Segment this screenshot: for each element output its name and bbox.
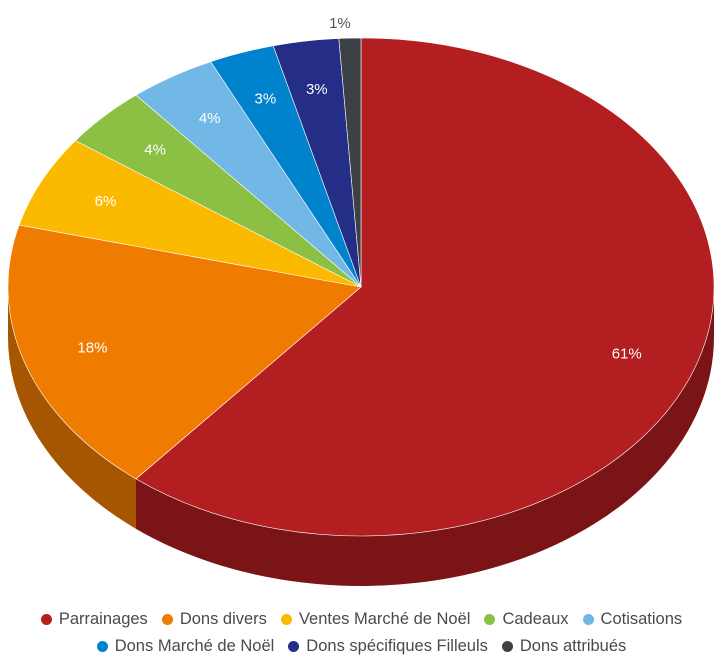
pie-slice-dons-divers — [7, 224, 362, 480]
legend-swatch — [582, 614, 594, 625]
legend-label: Ventes Marché de Noël — [298, 610, 471, 628]
legend-item-cotisations[interactable]: Cotisations — [582, 610, 683, 629]
legend-swatch — [501, 641, 513, 652]
legend-item-dons-marche-de-noel[interactable]: Dons Marché de Noël — [96, 637, 275, 656]
data-label-ventes-marche-de-noel: 6% — [95, 193, 117, 210]
data-label-dons-specifiques-filleuls: 3% — [306, 81, 328, 98]
pie-side-parrainages — [135, 287, 715, 586]
data-label-cotisations: 4% — [199, 110, 221, 127]
legend-label: Dons divers — [179, 610, 267, 628]
legend-label: Dons Marché de Noël — [114, 637, 275, 655]
legend-swatch — [96, 641, 108, 652]
legend-row-2: Dons Marché de Noël Dons spécifiques Fill… — [0, 637, 723, 656]
legend-item-ventes-marche-de-noel[interactable]: Ventes Marché de Noël — [280, 610, 471, 629]
legend-label: Parrainages — [58, 610, 148, 628]
data-label-dons-marche-de-noel: 3% — [254, 91, 276, 108]
legend-label: Cotisations — [600, 610, 683, 628]
legend-item-dons-specifiques-filleuls[interactable]: Dons spécifiques Filleuls — [288, 637, 488, 656]
pie-slice-dons-attribues — [338, 37, 362, 288]
legend-label: Dons spécifiques Filleuls — [306, 637, 488, 655]
pie-slice-ventes-marche-de-noel — [18, 140, 362, 288]
legend-item-dons-attribues[interactable]: Dons attribués — [501, 637, 627, 656]
legend-label: Dons attribués — [519, 637, 627, 655]
legend-swatch — [161, 614, 173, 625]
legend-item-dons-divers[interactable]: Dons divers — [161, 610, 267, 629]
legend-item-parrainages[interactable]: Parrainages — [40, 610, 148, 629]
legend-row-1: Parrainages Dons divers Ventes Marché de N… — [0, 610, 723, 629]
legend-swatch — [280, 614, 292, 625]
legend-swatch — [40, 614, 52, 625]
pie-chart: 61% 18% 6% 4% 4% 3% 3% 1% — [7, 15, 715, 586]
data-label-dons-attribues: 1% — [329, 15, 351, 32]
legend-swatch — [484, 614, 496, 625]
legend-item-cadeaux[interactable]: Cadeaux — [484, 610, 569, 629]
legend-swatch — [288, 641, 300, 652]
pie-slice-parrainages — [135, 37, 715, 537]
data-label-parrainages: 61% — [612, 345, 642, 362]
pie-side-dons-divers — [8, 287, 136, 529]
data-label-cadeaux: 4% — [144, 142, 166, 159]
legend-label: Cadeaux — [502, 610, 569, 628]
data-label-dons-divers: 18% — [77, 340, 107, 357]
